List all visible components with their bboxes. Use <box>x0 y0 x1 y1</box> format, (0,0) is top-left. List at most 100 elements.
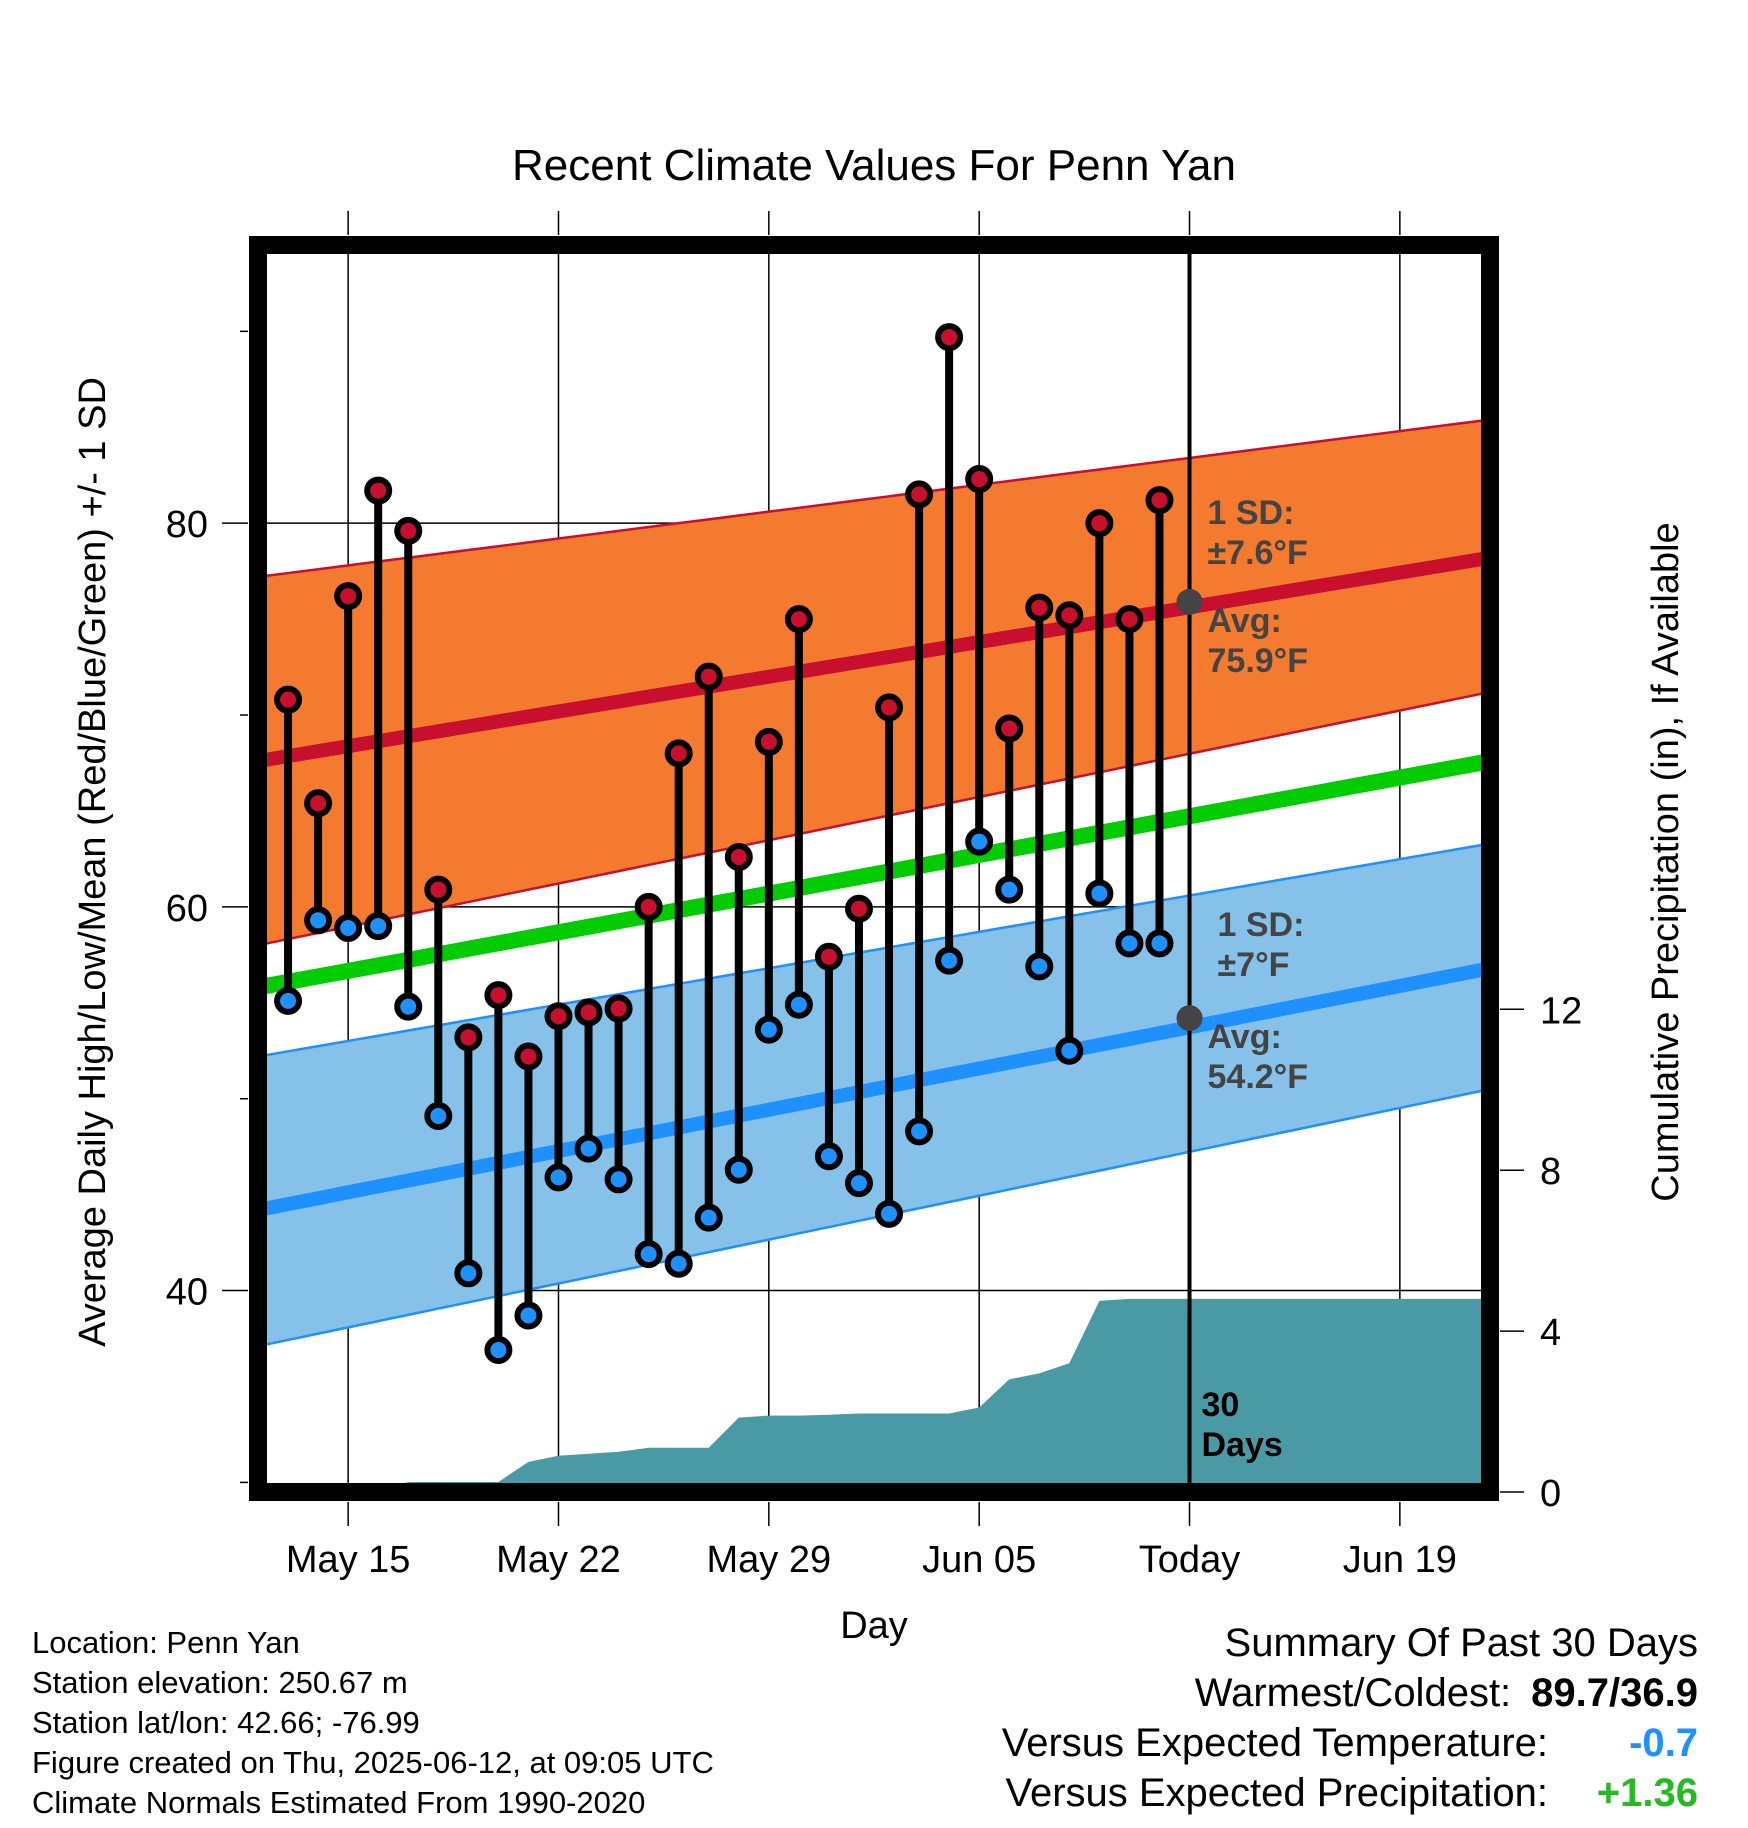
high-temp-point <box>995 714 1024 743</box>
high-temp-point <box>334 582 363 611</box>
low-sd-value: ±7°F <box>1218 946 1290 984</box>
normals-text: Climate Normals Estimated From 1990-2020 <box>32 1785 646 1820</box>
high-temp-point <box>1025 593 1054 622</box>
low-temp-point <box>1145 929 1174 958</box>
high-temp-point <box>965 465 994 494</box>
low-avg-label: Avg: <box>1208 1018 1282 1056</box>
high-sd-band <box>258 418 1490 947</box>
low-avg-value: 54.2°F <box>1208 1058 1309 1096</box>
precip-anomaly-value: +1.36 <box>1596 1771 1698 1815</box>
low-temp-point <box>574 1134 603 1163</box>
x-tick-label: May 29 <box>707 1539 832 1581</box>
high-temp-point <box>634 892 663 921</box>
high-temp-point <box>664 739 693 768</box>
high-temp-point <box>544 1002 573 1031</box>
elevation-text: Station elevation: 250.67 m <box>32 1665 408 1700</box>
low-temp-point <box>394 992 423 1021</box>
high-temp-point <box>724 842 753 871</box>
precipitation-area <box>258 1298 1490 1492</box>
y2-tick-label: 4 <box>1540 1312 1561 1354</box>
low-temp-point <box>274 986 303 1015</box>
high-temp-point <box>274 685 303 714</box>
high-sd-label: 1 SD: <box>1208 494 1295 532</box>
high-temp-point <box>394 516 423 545</box>
warmest-coldest-label: Warmest/Coldest: <box>1194 1671 1512 1715</box>
today-low-avg-marker <box>1176 1005 1203 1032</box>
y2-tick-label: 0 <box>1540 1473 1561 1515</box>
high-normal-line <box>258 550 1490 768</box>
precip-anomaly-label: Versus Expected Precipitation: <box>1005 1771 1548 1815</box>
high-temp-point <box>1115 605 1144 634</box>
high-temp-point <box>814 942 843 971</box>
low-temp-point <box>995 875 1024 904</box>
low-temp-point <box>334 913 363 942</box>
low-temp-point <box>1115 929 1144 958</box>
high-avg-value: 75.9°F <box>1208 642 1309 680</box>
high-temp-point <box>875 693 904 722</box>
y2-tick-label: 12 <box>1540 990 1582 1032</box>
low-temp-point <box>905 1117 934 1146</box>
low-temp-point <box>1025 952 1054 981</box>
today-high-avg-marker <box>1176 588 1203 615</box>
low-temp-point <box>1055 1036 1084 1065</box>
x-tick-label: May 22 <box>496 1539 621 1581</box>
low-temp-point <box>484 1336 513 1365</box>
low-temp-point <box>844 1169 873 1198</box>
created-text: Figure created on Thu, 2025-06-12, at 09… <box>32 1745 714 1780</box>
x-tick-label: May 15 <box>286 1539 411 1581</box>
low-temp-point <box>1085 879 1114 908</box>
low-temp-point <box>364 912 393 941</box>
high-sd-value: ±7.6°F <box>1208 534 1308 572</box>
high-temp-point <box>484 981 513 1010</box>
x-axis-label: Day <box>840 1605 908 1647</box>
summary-panel: Summary Of Past 30 Days Warmest/Coldest:… <box>1002 1618 1698 1818</box>
low-sd-label: 1 SD: <box>1218 906 1305 944</box>
high-temp-point <box>1055 601 1084 630</box>
high-temp-point <box>754 727 783 756</box>
plot-area <box>258 245 1490 1492</box>
y-axis-label: Average Daily High/Low/Mean (Red/Blue/Gr… <box>72 377 114 1347</box>
high-temp-point <box>905 480 934 509</box>
temp-anomaly-label: Versus Expected Temperature: <box>1001 1721 1548 1765</box>
chart-title: Recent Climate Values For Penn Yan <box>512 141 1236 190</box>
high-temp-point <box>844 894 873 923</box>
x-tick-label: Today <box>1139 1539 1240 1581</box>
y-tick-label: 80 <box>166 504 208 546</box>
high-temp-point <box>935 323 964 352</box>
high-temp-point <box>694 662 723 691</box>
temp-anomaly-value: -0.7 <box>1629 1721 1698 1765</box>
window-days-number: 30 <box>1202 1386 1240 1424</box>
low-temp-point <box>544 1163 573 1192</box>
x-tick-label: Jun 05 <box>922 1539 1036 1581</box>
low-temp-point <box>454 1259 483 1288</box>
high-temp-point <box>364 476 393 505</box>
high-temp-point <box>424 875 453 904</box>
precip-anomaly-row: Versus Expected Precipitation: +1.36 <box>1002 1768 1698 1818</box>
high-temp-point <box>784 605 813 634</box>
high-temp-point <box>454 1023 483 1052</box>
low-normal-line <box>258 961 1490 1217</box>
x-tick-label: Jun 19 <box>1343 1539 1457 1581</box>
summary-title: Summary Of Past 30 Days <box>1224 1621 1698 1665</box>
low-temp-point <box>784 990 813 1019</box>
high-temp-point <box>514 1042 543 1071</box>
location-text: Location: Penn Yan <box>32 1625 300 1660</box>
high-temp-point <box>304 789 333 818</box>
y2-axis-label: Cumulative Precipitation (in), If Availa… <box>1645 522 1687 1201</box>
low-temp-point <box>754 1015 783 1044</box>
low-temp-point <box>514 1301 543 1330</box>
low-temp-point <box>875 1199 904 1228</box>
low-temp-point <box>604 1165 633 1194</box>
low-temp-point <box>424 1101 453 1130</box>
y2-tick-label: 8 <box>1540 1151 1561 1193</box>
low-temp-point <box>664 1249 693 1278</box>
low-temp-point <box>814 1142 843 1171</box>
temp-anomaly-row: Versus Expected Temperature: -0.7 <box>1002 1718 1698 1768</box>
high-temp-point <box>604 994 633 1023</box>
low-temp-point <box>965 827 994 856</box>
latlon-text: Station lat/lon: 42.66; -76.99 <box>32 1705 420 1740</box>
warmest-coldest-row: Warmest/Coldest: 89.7/36.9 <box>1002 1668 1698 1718</box>
y-tick-label: 60 <box>166 888 208 930</box>
mean-normal-line <box>258 753 1490 996</box>
